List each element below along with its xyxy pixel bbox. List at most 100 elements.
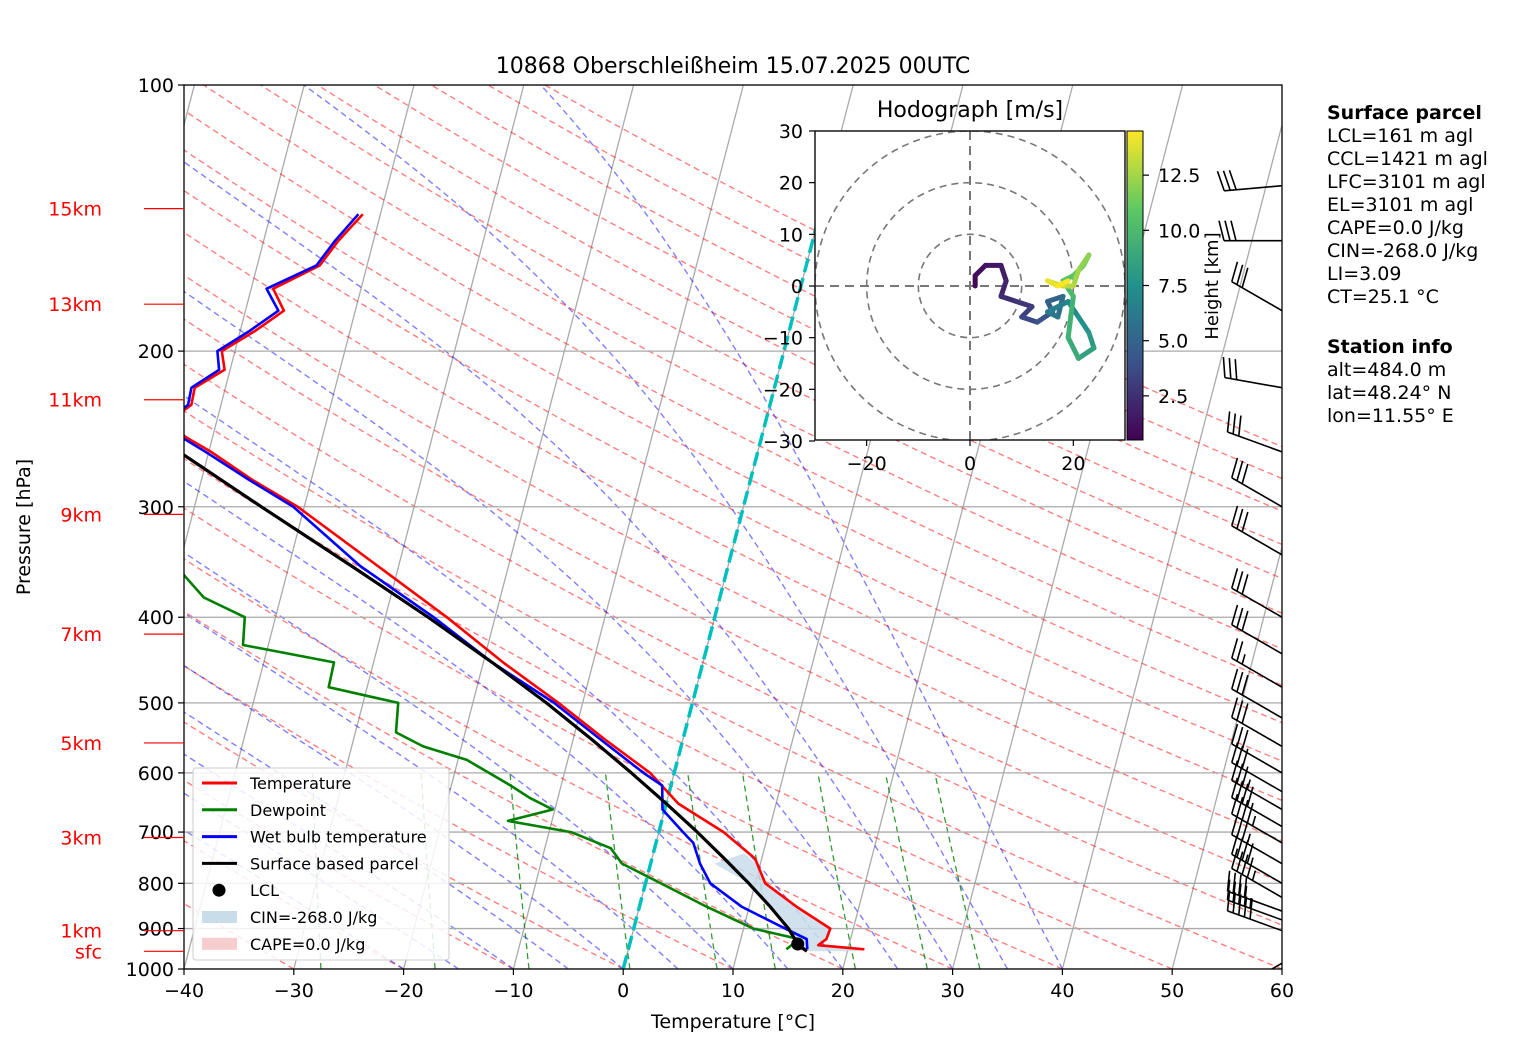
- height-label: 7km: [60, 624, 102, 646]
- wind-barb-shaft: [1227, 910, 1282, 932]
- moist-adiabat: [184, 664, 624, 969]
- hodograph-y-tick-label: −30: [763, 431, 803, 453]
- wind-barb: [1231, 814, 1282, 865]
- wind-barb-shaft: [1231, 280, 1282, 312]
- wind-barb-flag: [1231, 668, 1239, 690]
- colorbar-tick-label: 12.5: [1158, 165, 1200, 187]
- hodograph-y-tick-label: −10: [763, 328, 803, 350]
- wind-barb-shaft: [1231, 796, 1282, 828]
- wind-barb: [1226, 411, 1282, 453]
- wind-barb-flag: [1216, 171, 1225, 192]
- wind-barb: [1218, 220, 1282, 242]
- wind-barb-flag: [1232, 872, 1237, 894]
- y-tick-label: 800: [138, 873, 174, 895]
- x-tick-label: −30: [274, 980, 314, 1002]
- legend-label: CAPE=0.0 J/kg: [250, 935, 365, 954]
- wind-barb-flag: [1243, 885, 1248, 907]
- wind-barb-flag: [1237, 415, 1242, 437]
- wind-barb-flag: [1231, 697, 1239, 718]
- mixing-ratio-line: [934, 772, 981, 969]
- hodograph-title: Hodograph [m/s]: [877, 98, 1063, 123]
- legend-label: LCL: [250, 881, 279, 900]
- y-tick-label: 900: [138, 919, 174, 941]
- wind-barb-shaft: [1231, 525, 1282, 556]
- surface-parcel-line: LFC=3101 m agl: [1327, 171, 1486, 193]
- dry-adiabat: [184, 109, 1282, 687]
- info-panel: Surface parcel LCL=161 m agl CCL=1421 m …: [1327, 102, 1488, 428]
- wind-barb-shaft: [1270, 962, 1282, 969]
- x-tick-label: 30: [941, 980, 965, 1002]
- moist-adiabat: [184, 711, 569, 969]
- wind-barb-flag: [1241, 267, 1249, 288]
- wind-barb-flag: [1236, 763, 1244, 784]
- wind-barb-flag: [1228, 358, 1232, 379]
- x-tick-label: 60: [1270, 980, 1294, 1002]
- wind-barb: [1231, 568, 1282, 618]
- colorbar-tick-label: 5.0: [1158, 331, 1188, 353]
- dry-adiabat: [184, 721, 624, 969]
- wind-barb-shaft: [1231, 716, 1282, 748]
- wind-barb-flag: [1226, 411, 1231, 433]
- wind-barb-shaft: [1224, 184, 1282, 192]
- wind-barb-flag: [1241, 783, 1249, 804]
- wind-barb-shaft: [1227, 899, 1282, 921]
- hodograph-y-tick-label: 10: [779, 224, 803, 246]
- wind-barb-flag: [1236, 508, 1244, 530]
- hodograph-y-tick-label: 0: [791, 276, 803, 298]
- surface-parcel-line: CAPE=0.0 J/kg: [1327, 217, 1464, 239]
- wind-barb: [1231, 505, 1282, 556]
- wind-barb-flag: [1231, 568, 1239, 589]
- wind-barb-flag: [1232, 881, 1237, 903]
- wind-barb-flag: [1236, 641, 1244, 662]
- wind-barb: [1222, 357, 1282, 389]
- wind-barb-flag: [1241, 463, 1249, 484]
- wind-barb: [1231, 261, 1282, 312]
- colorbar-tick-label: 10.0: [1158, 220, 1200, 242]
- wind-barb-flag: [1222, 170, 1231, 191]
- wind-barb-flag: [1241, 703, 1249, 724]
- x-tick-label: 10: [721, 980, 745, 1002]
- freezing-level-line: [621, 208, 823, 969]
- lcl-marker: [791, 937, 805, 951]
- height-label: 9km: [60, 504, 102, 526]
- dewpoint-line: [184, 573, 801, 951]
- mixing-ratio-line: [509, 772, 530, 969]
- legend-label: Surface based parcel: [250, 854, 419, 873]
- wind-barb-flag: [1241, 574, 1249, 595]
- wind-barb-shaft: [1231, 657, 1282, 688]
- wind-barb-flag: [1243, 876, 1248, 898]
- hodograph-x-tick-label: 20: [1061, 453, 1085, 475]
- legend-swatch: [212, 883, 226, 897]
- legend-entry: LCL: [212, 881, 279, 900]
- x-tick-label: 50: [1160, 980, 1184, 1002]
- wind-barb-flag: [1231, 814, 1239, 835]
- legend-entry: Temperature: [202, 774, 351, 793]
- legend-label: Dewpoint: [250, 801, 326, 820]
- height-label: sfc: [75, 941, 102, 963]
- y-tick-label: 500: [138, 693, 174, 715]
- x-tick-label: 0: [617, 980, 629, 1002]
- surface-parcel-line: LI=3.09: [1327, 263, 1402, 285]
- hodograph-x-tick-label: 0: [964, 453, 976, 475]
- wind-barb-flag: [1236, 700, 1244, 721]
- wind-barb-flag: [1236, 851, 1244, 872]
- station-info-line: lon=11.55° E: [1327, 405, 1454, 427]
- wind-barb-flag: [1236, 726, 1244, 748]
- wind-barb-flag: [1231, 638, 1239, 659]
- wind-barb-flag: [1246, 786, 1254, 807]
- wind-barb-flag: [1241, 799, 1249, 821]
- x-tick-label: −40: [164, 980, 204, 1002]
- hodograph-trace-segment: [1065, 335, 1081, 361]
- wind-barb-flag: [1246, 833, 1251, 844]
- wind-barb-flag: [1241, 674, 1249, 696]
- height-label: 5km: [60, 733, 102, 755]
- x-axis: −40 −30 −20 −10 0 10 20 30 40 50 60: [164, 969, 1294, 1002]
- hodograph-colorbar: [1126, 130, 1144, 441]
- hodograph-trace-segment: [1086, 330, 1097, 351]
- wind-barb-flag: [1236, 460, 1244, 481]
- surface-parcel-line: CIN=-268.0 J/kg: [1327, 240, 1479, 262]
- wind-barb-flag: [1232, 413, 1237, 435]
- wind-barb-shaft: [1231, 853, 1282, 885]
- wind-barb-shaft: [1231, 477, 1282, 508]
- wind-barb-flag: [1241, 766, 1249, 787]
